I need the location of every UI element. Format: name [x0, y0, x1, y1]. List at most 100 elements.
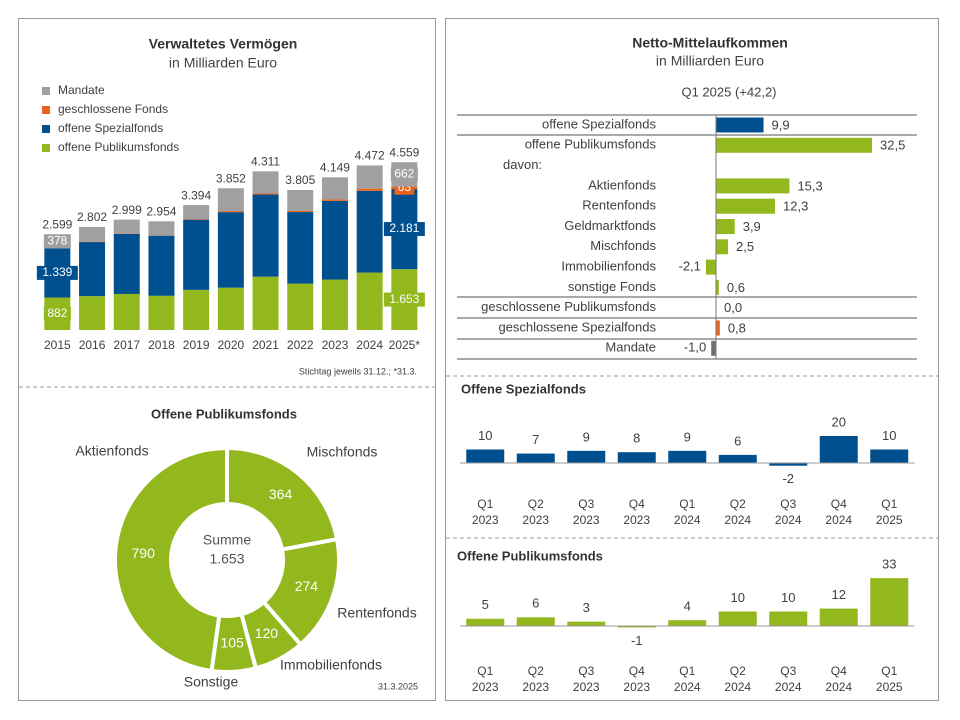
x-tick-label: Q3 — [780, 497, 796, 511]
row-label: offene Spezialfonds — [542, 116, 656, 131]
bar-segment — [287, 210, 314, 213]
bar — [769, 611, 808, 626]
x-tick-label: 2022 — [287, 338, 314, 352]
value-label: 9 — [684, 429, 691, 444]
row-label: Aktienfonds — [588, 177, 656, 192]
chart-subtitle: in Milliarden Euro — [169, 55, 277, 71]
legend-label: geschlossene Fonds — [58, 102, 168, 116]
value-label: 3 — [583, 600, 590, 615]
x-tick-label: 2020 — [217, 338, 244, 352]
x-tick-label: 2024 — [825, 513, 852, 527]
x-tick-label: 2023 — [623, 513, 650, 527]
row-label: offene Publikumsfonds — [525, 137, 657, 152]
value-label: 6 — [532, 596, 539, 611]
legend-swatch — [42, 106, 50, 114]
bar-segment — [252, 194, 279, 277]
x-tick-label: Q2 — [730, 497, 746, 511]
x-tick-label: 2023 — [472, 513, 499, 527]
bar-segment — [217, 287, 244, 330]
value-label: 8 — [633, 431, 640, 446]
chart-title: Verwaltetes Vermögen — [149, 36, 298, 52]
x-tick-label: 2015 — [44, 338, 71, 352]
value-label: 2.181 — [389, 221, 419, 235]
bar — [716, 320, 720, 336]
bar — [617, 626, 656, 628]
bar-segment — [287, 189, 314, 211]
x-tick-label: Q4 — [831, 664, 847, 678]
row-label: geschlossene Spezialfonds — [498, 319, 656, 334]
bar-segment — [356, 188, 383, 191]
bar-segment — [183, 205, 210, 220]
value-label: 12 — [832, 587, 846, 602]
bar-segment — [321, 199, 348, 201]
x-tick-label: Q1 — [477, 497, 493, 511]
row-label: Rentenfonds — [582, 198, 656, 213]
total-label: 4.311 — [251, 155, 280, 169]
bar — [711, 340, 716, 356]
total-label: 2.954 — [146, 204, 176, 218]
bar-segment — [287, 212, 314, 284]
x-tick-label: Q4 — [629, 497, 645, 511]
total-label: 4.472 — [355, 149, 385, 163]
value-label: 0,6 — [727, 280, 745, 295]
legend-label: offene Publikumsfonds — [58, 140, 179, 154]
total-label: 2.999 — [112, 203, 142, 217]
bar-segment — [252, 276, 279, 330]
value-label: 15,3 — [797, 178, 822, 193]
x-tick-label: Q1 — [881, 664, 897, 678]
chart-title: Netto-Mittelaufkommen — [632, 35, 788, 51]
x-tick-label: 2023 — [322, 338, 349, 352]
value-label: -2,1 — [679, 259, 701, 274]
donut-slice — [225, 445, 340, 552]
footnote: 31.3.2025 — [378, 681, 418, 691]
bar-segment — [217, 188, 244, 212]
chart-title: Offene Publikumsfonds — [151, 406, 297, 421]
value-label: 790 — [132, 545, 156, 561]
total-label: 4.559 — [389, 145, 419, 159]
bar-segment — [217, 212, 244, 288]
bar-segment — [79, 296, 106, 330]
category-label: Mischfonds — [307, 444, 378, 460]
x-tick-label: Q1 — [679, 664, 695, 678]
value-label: -1,0 — [684, 340, 706, 355]
bar — [617, 452, 656, 463]
legend-label: Mandate — [58, 83, 105, 97]
x-tick-label: 2024 — [724, 680, 751, 694]
bar-segment — [252, 193, 279, 195]
value-label: 9 — [583, 429, 590, 444]
x-tick-label: Q2 — [528, 664, 544, 678]
bar-segment — [148, 295, 175, 330]
value-label: 2,5 — [736, 239, 754, 254]
x-tick-label: 2023 — [522, 680, 549, 694]
value-label: 3,9 — [743, 219, 761, 234]
value-label: 274 — [295, 578, 319, 594]
bar — [819, 436, 858, 463]
value-label-bg — [43, 306, 71, 321]
x-tick-label: 2021 — [252, 338, 279, 352]
bar-segment — [356, 190, 383, 273]
value-label: 4 — [684, 599, 691, 614]
bar — [466, 449, 505, 463]
x-tick-label: 2024 — [775, 513, 802, 527]
value-label: 0,8 — [728, 320, 746, 335]
value-label-bg — [383, 222, 425, 237]
value-label: 882 — [47, 306, 67, 320]
bar — [718, 611, 757, 626]
bar — [716, 198, 776, 214]
donut-slice — [113, 445, 229, 674]
bar — [705, 259, 716, 275]
value-label: 364 — [269, 486, 293, 502]
x-tick-label: Q1 — [477, 664, 493, 678]
bar — [870, 578, 909, 626]
bar-segment — [148, 221, 175, 236]
chart-title: Offene Spezialfonds — [461, 381, 586, 396]
total-label: 4.149 — [320, 160, 350, 174]
value-label: 378 — [47, 233, 67, 247]
total-label: 2.802 — [77, 210, 107, 224]
value-label: 1.653 — [389, 292, 419, 306]
value-label-bg — [390, 167, 418, 182]
x-tick-label: 2023 — [472, 680, 499, 694]
bar-segment — [356, 165, 383, 189]
bar — [567, 450, 606, 463]
